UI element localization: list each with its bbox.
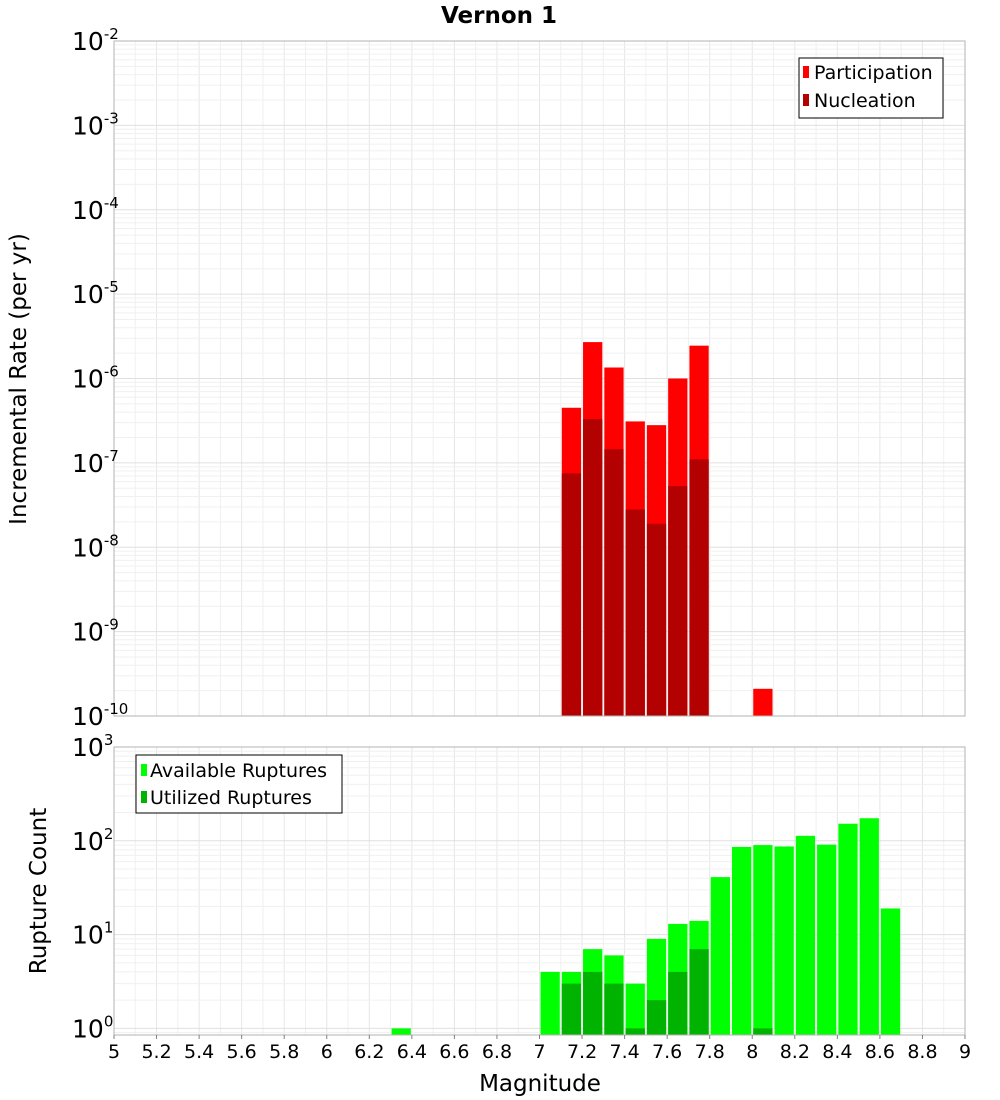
bottom-bar-utilized-ruptures [753, 1028, 773, 1035]
bottom-bar-available-ruptures [731, 846, 752, 1035]
x-tick-label: 5.4 [184, 1041, 214, 1063]
bottom-bar-available-ruptures [540, 971, 560, 1035]
bottom-bar-utilized-ruptures [583, 971, 603, 1035]
x-tick-label: 7 [533, 1041, 545, 1063]
bottom-y-tick-label: 100 [72, 1012, 113, 1043]
top-bars [561, 342, 773, 716]
x-tick-label: 6.8 [482, 1041, 512, 1063]
bottom-legend: Available Ruptures Utilized Ruptures [135, 754, 343, 814]
top-bar-nucleation [561, 473, 582, 716]
bottom-bar-available-ruptures [817, 844, 837, 1035]
top-legend-box [798, 57, 944, 119]
top-grid [113, 41, 966, 717]
x-axis-label: Magnitude [479, 1071, 601, 1097]
top-y-tick-label: 10-6 [72, 363, 119, 394]
x-tick-label: 7.4 [609, 1041, 639, 1063]
x-tick-label: 6 [321, 1041, 333, 1063]
top-y-tick-label: 10-5 [72, 278, 119, 309]
x-tick-label: 8.8 [907, 1041, 937, 1063]
top-bar-nucleation [668, 486, 688, 716]
top-panel: 10-10 10-9 10-8 10-7 10-6 10-5 10-4 10-3 10-2 In… [6, 25, 966, 731]
x-tick-label: 7.2 [567, 1041, 597, 1063]
bottom-bar-utilized-ruptures [689, 949, 709, 1035]
legend-swatch-utilized [141, 791, 147, 803]
bottom-bar-utilized-ruptures [646, 1000, 667, 1035]
x-tick-label: 6.6 [439, 1041, 469, 1063]
bottom-y-axis-label: Rupture Count [26, 808, 52, 974]
bottom-bar-available-ruptures [625, 983, 645, 1035]
bottom-y-tick-label: 101 [72, 919, 113, 950]
bottom-bar-utilized-ruptures [604, 983, 624, 1035]
x-tick-label: 6.2 [354, 1041, 384, 1063]
top-y-axis-label: Incremental Rate (per yr) [6, 233, 32, 525]
top-y-tick-label: 10-9 [72, 616, 119, 647]
top-y-ticks: 10-10 10-9 10-8 10-7 10-6 10-5 10-4 10-3 10-2 [72, 25, 128, 731]
top-bar-nucleation [583, 419, 603, 716]
top-y-tick-label: 10-4 [72, 194, 119, 225]
top-y-tick-label: 10-2 [72, 25, 119, 56]
bottom-bar-available-ruptures [859, 818, 879, 1035]
legend-label-available: Available Ruptures [150, 760, 327, 782]
x-tick-label: 6.4 [397, 1041, 427, 1063]
top-y-tick-label: 10-3 [72, 109, 119, 140]
legend-label-utilized: Utilized Ruptures [150, 787, 312, 809]
bottom-bar-available-ruptures [710, 877, 730, 1035]
legend-label-participation: Participation [814, 62, 933, 84]
bottom-bar-available-ruptures [880, 908, 901, 1035]
bottom-bar-utilized-ruptures [668, 971, 688, 1035]
x-tick-label: 8.4 [822, 1041, 852, 1063]
legend-swatch-nucleation [803, 94, 809, 106]
legend-swatch-participation [803, 66, 809, 78]
x-tick-label: 8 [746, 1041, 758, 1063]
bottom-legend-box [135, 754, 343, 814]
x-tick-label: 7.6 [652, 1041, 682, 1063]
bottom-bar-utilized-ruptures [625, 1028, 645, 1035]
x-tick-label: 7.8 [695, 1041, 725, 1063]
bottom-y-ticks: 100 101 102 103 [72, 731, 113, 1043]
top-bar-participation [753, 688, 773, 716]
bottom-bar-available-ruptures [774, 846, 794, 1035]
bottom-bar-available-ruptures [838, 823, 858, 1035]
top-legend: Participation Nucleation [798, 57, 944, 119]
top-plot-frame [113, 40, 966, 717]
bottom-bars [391, 818, 901, 1035]
x-tick-label: 5 [108, 1041, 120, 1063]
legend-swatch-available [141, 764, 147, 776]
bottom-bar-available-ruptures [391, 1028, 411, 1035]
top-bar-nucleation [646, 523, 667, 716]
x-tick-label: 8.2 [780, 1041, 810, 1063]
bottom-y-tick-label: 102 [72, 825, 113, 856]
top-bar-nucleation [625, 509, 645, 716]
bottom-bar-available-ruptures [753, 845, 773, 1035]
legend-label-nucleation: Nucleation [814, 90, 916, 112]
top-y-tick-label: 10-7 [72, 447, 119, 478]
x-tick-label: 5.2 [141, 1041, 171, 1063]
x-tick-label: 9 [959, 1041, 971, 1063]
top-y-tick-label: 10-10 [72, 700, 128, 731]
top-bar-nucleation [604, 449, 624, 716]
x-ticks: 5 5.2 5.4 5.6 5.8 6 6.2 6.4 6.6 6.8 7 7.2 7.4 7.6 7.8 8… [108, 1035, 971, 1063]
bottom-bar-utilized-ruptures [561, 983, 582, 1035]
bottom-bar-available-ruptures [795, 835, 816, 1035]
bottom-panel: 100 101 102 103 5 5.2 5.4 5.6 5.8 6 6.2 6.4 6.6 6.8 7… [26, 731, 971, 1097]
top-bar-nucleation [689, 459, 709, 716]
bottom-y-tick-label: 103 [72, 731, 113, 762]
chart-title: Vernon 1 [441, 3, 557, 29]
x-tick-label: 5.6 [227, 1041, 257, 1063]
x-tick-label: 5.8 [269, 1041, 299, 1063]
top-y-tick-label: 10-8 [72, 531, 119, 562]
x-tick-label: 8.6 [865, 1041, 895, 1063]
